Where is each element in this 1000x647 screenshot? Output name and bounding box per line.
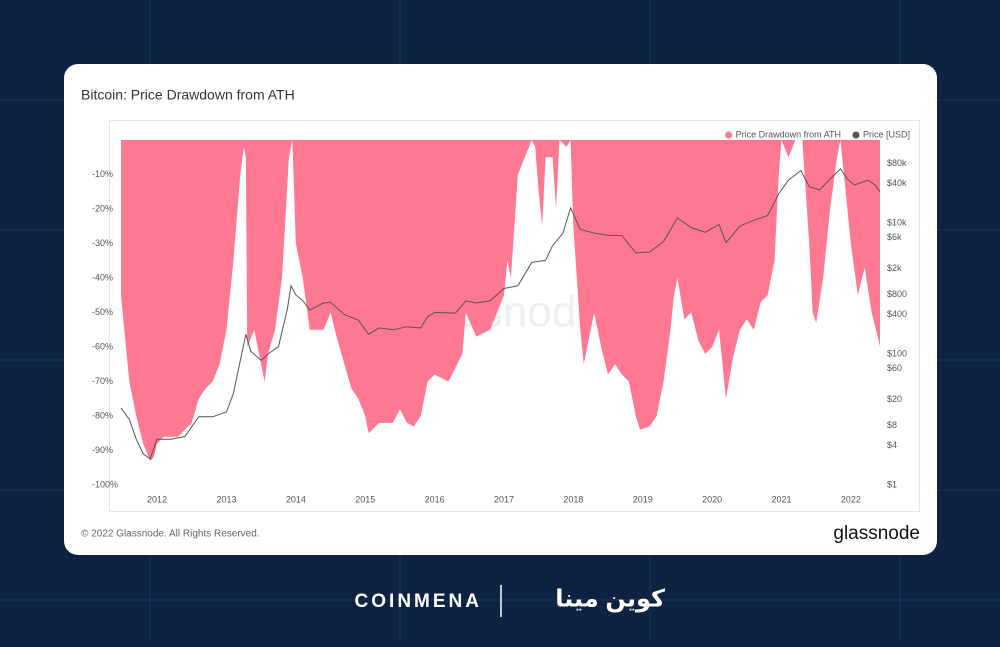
y2-tick-label: $80k	[887, 158, 907, 168]
y2-tick-label: $60	[887, 363, 902, 373]
chart-frame	[109, 120, 920, 512]
brand-arabic: كوين مينا	[555, 585, 665, 612]
y-tick-label: -10%	[92, 169, 113, 179]
x-tick-label: 2022	[841, 494, 861, 504]
copyright: © 2022 Glassnode. All Rights Reserved.	[81, 529, 260, 540]
x-tick-label: 2019	[633, 494, 653, 504]
y2-tick-label: $1	[887, 479, 897, 489]
x-tick-label: 2014	[286, 494, 306, 504]
y2-tick-label: $2k	[887, 263, 902, 273]
legend-marker	[725, 131, 733, 139]
chart-title: Bitcoin: Price Drawdown from ATH	[81, 87, 295, 103]
y2-tick-label: $20	[887, 394, 902, 404]
x-tick-label: 2012	[147, 494, 167, 504]
y2-tick-label: $10k	[887, 217, 907, 227]
x-tick-label: 2020	[702, 494, 722, 504]
y-tick-label: -80%	[92, 410, 113, 420]
y2-tick-label: $100	[887, 348, 907, 358]
x-tick-label: 2013	[216, 494, 236, 504]
y-tick-label: -90%	[92, 445, 113, 455]
y-tick-label: -100%	[92, 479, 118, 489]
y2-tick-label: $800	[887, 289, 907, 299]
x-tick-label: 2021	[771, 494, 791, 504]
x-tick-label: 2018	[563, 494, 583, 504]
brand: COINMENA	[355, 591, 482, 612]
legend-label: Price Drawdown from ATH	[736, 129, 841, 139]
y2-tick-label: $40k	[887, 178, 907, 188]
y-tick-label: -30%	[92, 238, 113, 248]
x-tick-label: 2015	[355, 494, 375, 504]
y2-tick-label: $6k	[887, 232, 902, 242]
y-tick-label: -60%	[92, 341, 113, 351]
y-tick-label: -70%	[92, 376, 113, 386]
logo: glassnode	[833, 523, 920, 544]
drawdown-area	[121, 140, 880, 461]
y-tick-label: -20%	[92, 203, 113, 213]
y-tick-label: -40%	[92, 272, 113, 282]
y2-tick-label: $4	[887, 440, 897, 450]
y-tick-label: -50%	[92, 307, 113, 317]
legend-label: Price [USD]	[863, 129, 910, 139]
legend-marker	[852, 131, 860, 139]
y2-tick-label: $400	[887, 309, 907, 319]
price-line	[120, 168, 881, 460]
x-tick-label: 2016	[425, 494, 445, 504]
x-tick-label: 2017	[494, 494, 514, 504]
y2-tick-label: $8	[887, 420, 897, 430]
